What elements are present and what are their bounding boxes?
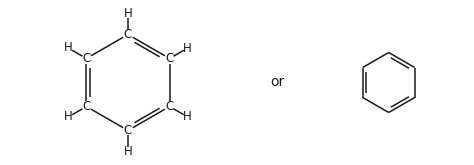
Text: or: or [270, 76, 284, 89]
Text: H: H [124, 145, 132, 158]
Text: H: H [183, 42, 192, 54]
Text: C: C [124, 28, 132, 41]
Text: C: C [165, 52, 173, 65]
Text: C: C [124, 124, 132, 137]
Text: C: C [82, 100, 91, 113]
Text: H: H [124, 7, 132, 20]
Text: C: C [82, 52, 91, 65]
Text: H: H [64, 42, 73, 54]
Text: H: H [183, 111, 192, 123]
Text: C: C [165, 100, 173, 113]
Text: H: H [64, 111, 73, 123]
